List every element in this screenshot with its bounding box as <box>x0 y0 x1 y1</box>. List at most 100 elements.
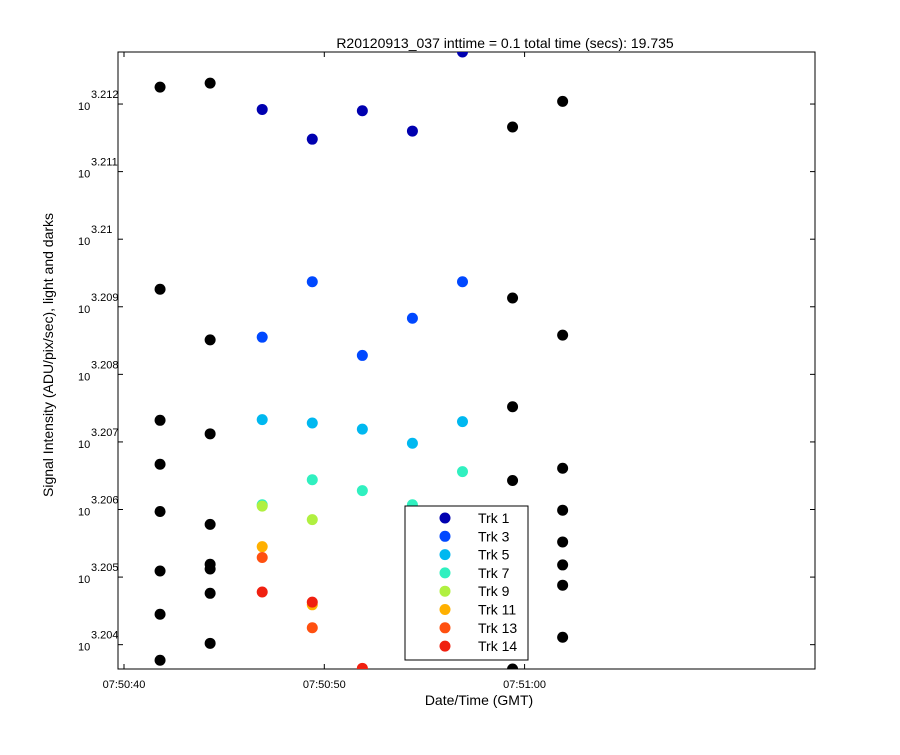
data-point <box>507 121 519 133</box>
data-point <box>154 654 166 666</box>
data-point <box>154 458 166 470</box>
legend-label: Trk 3 <box>478 528 510 544</box>
data-point <box>306 417 318 429</box>
y-axis-label: Signal Intensity (ADU/pix/sec), light an… <box>40 213 56 497</box>
y-tick-base: 10 <box>78 574 90 586</box>
y-tick-label: 3.212 <box>91 89 119 101</box>
data-point <box>306 622 318 634</box>
x-axis-label: Date/Time (GMT) <box>425 692 533 708</box>
data-point <box>204 77 216 89</box>
data-point <box>306 596 318 608</box>
legend-label: Trk 7 <box>478 565 510 581</box>
data-point <box>507 663 519 669</box>
data-point <box>507 401 519 413</box>
data-point <box>356 485 368 497</box>
data-point <box>204 563 216 575</box>
data-point <box>456 416 468 428</box>
series-trk-5 <box>256 414 468 449</box>
data-point <box>154 608 166 620</box>
y-tick-label: 3.211 <box>91 157 118 169</box>
data-point <box>406 125 418 137</box>
y-tick-base: 10 <box>78 169 90 181</box>
series-trk-3 <box>256 276 468 361</box>
legend-marker <box>439 622 451 634</box>
data-point <box>406 437 418 449</box>
y-tick-base: 10 <box>78 507 90 519</box>
data-point <box>557 559 569 571</box>
data-point <box>557 462 569 474</box>
y-tick-label: 3.205 <box>91 562 119 574</box>
legend-label: Trk 5 <box>478 547 510 563</box>
y-tick-base: 10 <box>78 236 90 248</box>
data-point <box>306 276 318 288</box>
legend-label: Trk 14 <box>478 638 517 654</box>
data-point <box>306 514 318 526</box>
y-tick-base: 10 <box>78 371 90 383</box>
y-tick-label: 3.204 <box>91 630 119 642</box>
data-point <box>456 276 468 288</box>
y-tick-label: 3.209 <box>91 292 119 304</box>
y-tick-base: 10 <box>78 101 90 113</box>
x-tick-label: 07:50:50 <box>303 679 346 691</box>
data-point <box>557 95 569 107</box>
data-point <box>557 329 569 341</box>
legend-box <box>404 505 529 661</box>
data-point <box>356 662 368 669</box>
data-point <box>557 579 569 591</box>
data-point <box>204 428 216 440</box>
data-point <box>204 518 216 530</box>
data-point <box>154 506 166 518</box>
y-tick-label: 3.207 <box>91 427 119 439</box>
legend: Trk 1 Trk 3 Trk 5 Trk 7 Trk 9 Trk 11 Trk 13 Trk… <box>404 505 529 661</box>
data-point <box>204 637 216 649</box>
data-point <box>256 414 268 426</box>
y-tick-label: 3.21 <box>91 224 112 236</box>
data-point <box>456 52 468 58</box>
data-point <box>256 551 268 563</box>
data-point <box>557 631 569 643</box>
data-point <box>356 349 368 361</box>
legend-marker <box>439 604 451 615</box>
y-tick-base: 10 <box>78 642 90 654</box>
data-point <box>154 414 166 426</box>
series-trk-1 <box>256 52 468 145</box>
x-tick-label: 07:50:40 <box>103 679 146 691</box>
data-point <box>256 103 268 115</box>
legend-label: Trk 11 <box>478 602 516 618</box>
data-point <box>356 423 368 435</box>
legend-marker <box>439 640 451 652</box>
y-tick-label: 3.208 <box>91 359 119 371</box>
data-point <box>507 474 519 486</box>
legend-marker <box>439 530 451 542</box>
data-point <box>256 541 268 553</box>
data-point <box>507 292 519 304</box>
data-point <box>406 312 418 324</box>
legend-marker <box>439 567 451 579</box>
legend-marker <box>439 585 451 597</box>
x-tick-label: 07:51:00 <box>503 679 546 691</box>
data-point <box>204 587 216 599</box>
legend-marker <box>439 512 451 524</box>
data-point <box>557 536 569 548</box>
data-point <box>256 500 268 512</box>
chart-title: R20120913_037 inttime = 0.1 total time (… <box>336 35 674 51</box>
legend-marker <box>439 549 451 561</box>
y-tick-base: 10 <box>78 304 90 316</box>
data-point <box>306 474 318 486</box>
y-tick-label: 3.206 <box>91 495 119 507</box>
data-point <box>557 504 569 516</box>
data-point <box>204 334 216 346</box>
data-point <box>256 331 268 343</box>
data-point <box>154 565 166 577</box>
data-point <box>356 105 368 117</box>
data-point <box>256 586 268 598</box>
data-point <box>306 133 318 145</box>
data-point <box>154 283 166 295</box>
y-tick-base: 10 <box>78 439 90 451</box>
data-point <box>154 81 166 93</box>
data-point <box>456 466 468 478</box>
legend-label: Trk 1 <box>478 510 510 526</box>
legend-label: Trk 13 <box>478 620 517 636</box>
